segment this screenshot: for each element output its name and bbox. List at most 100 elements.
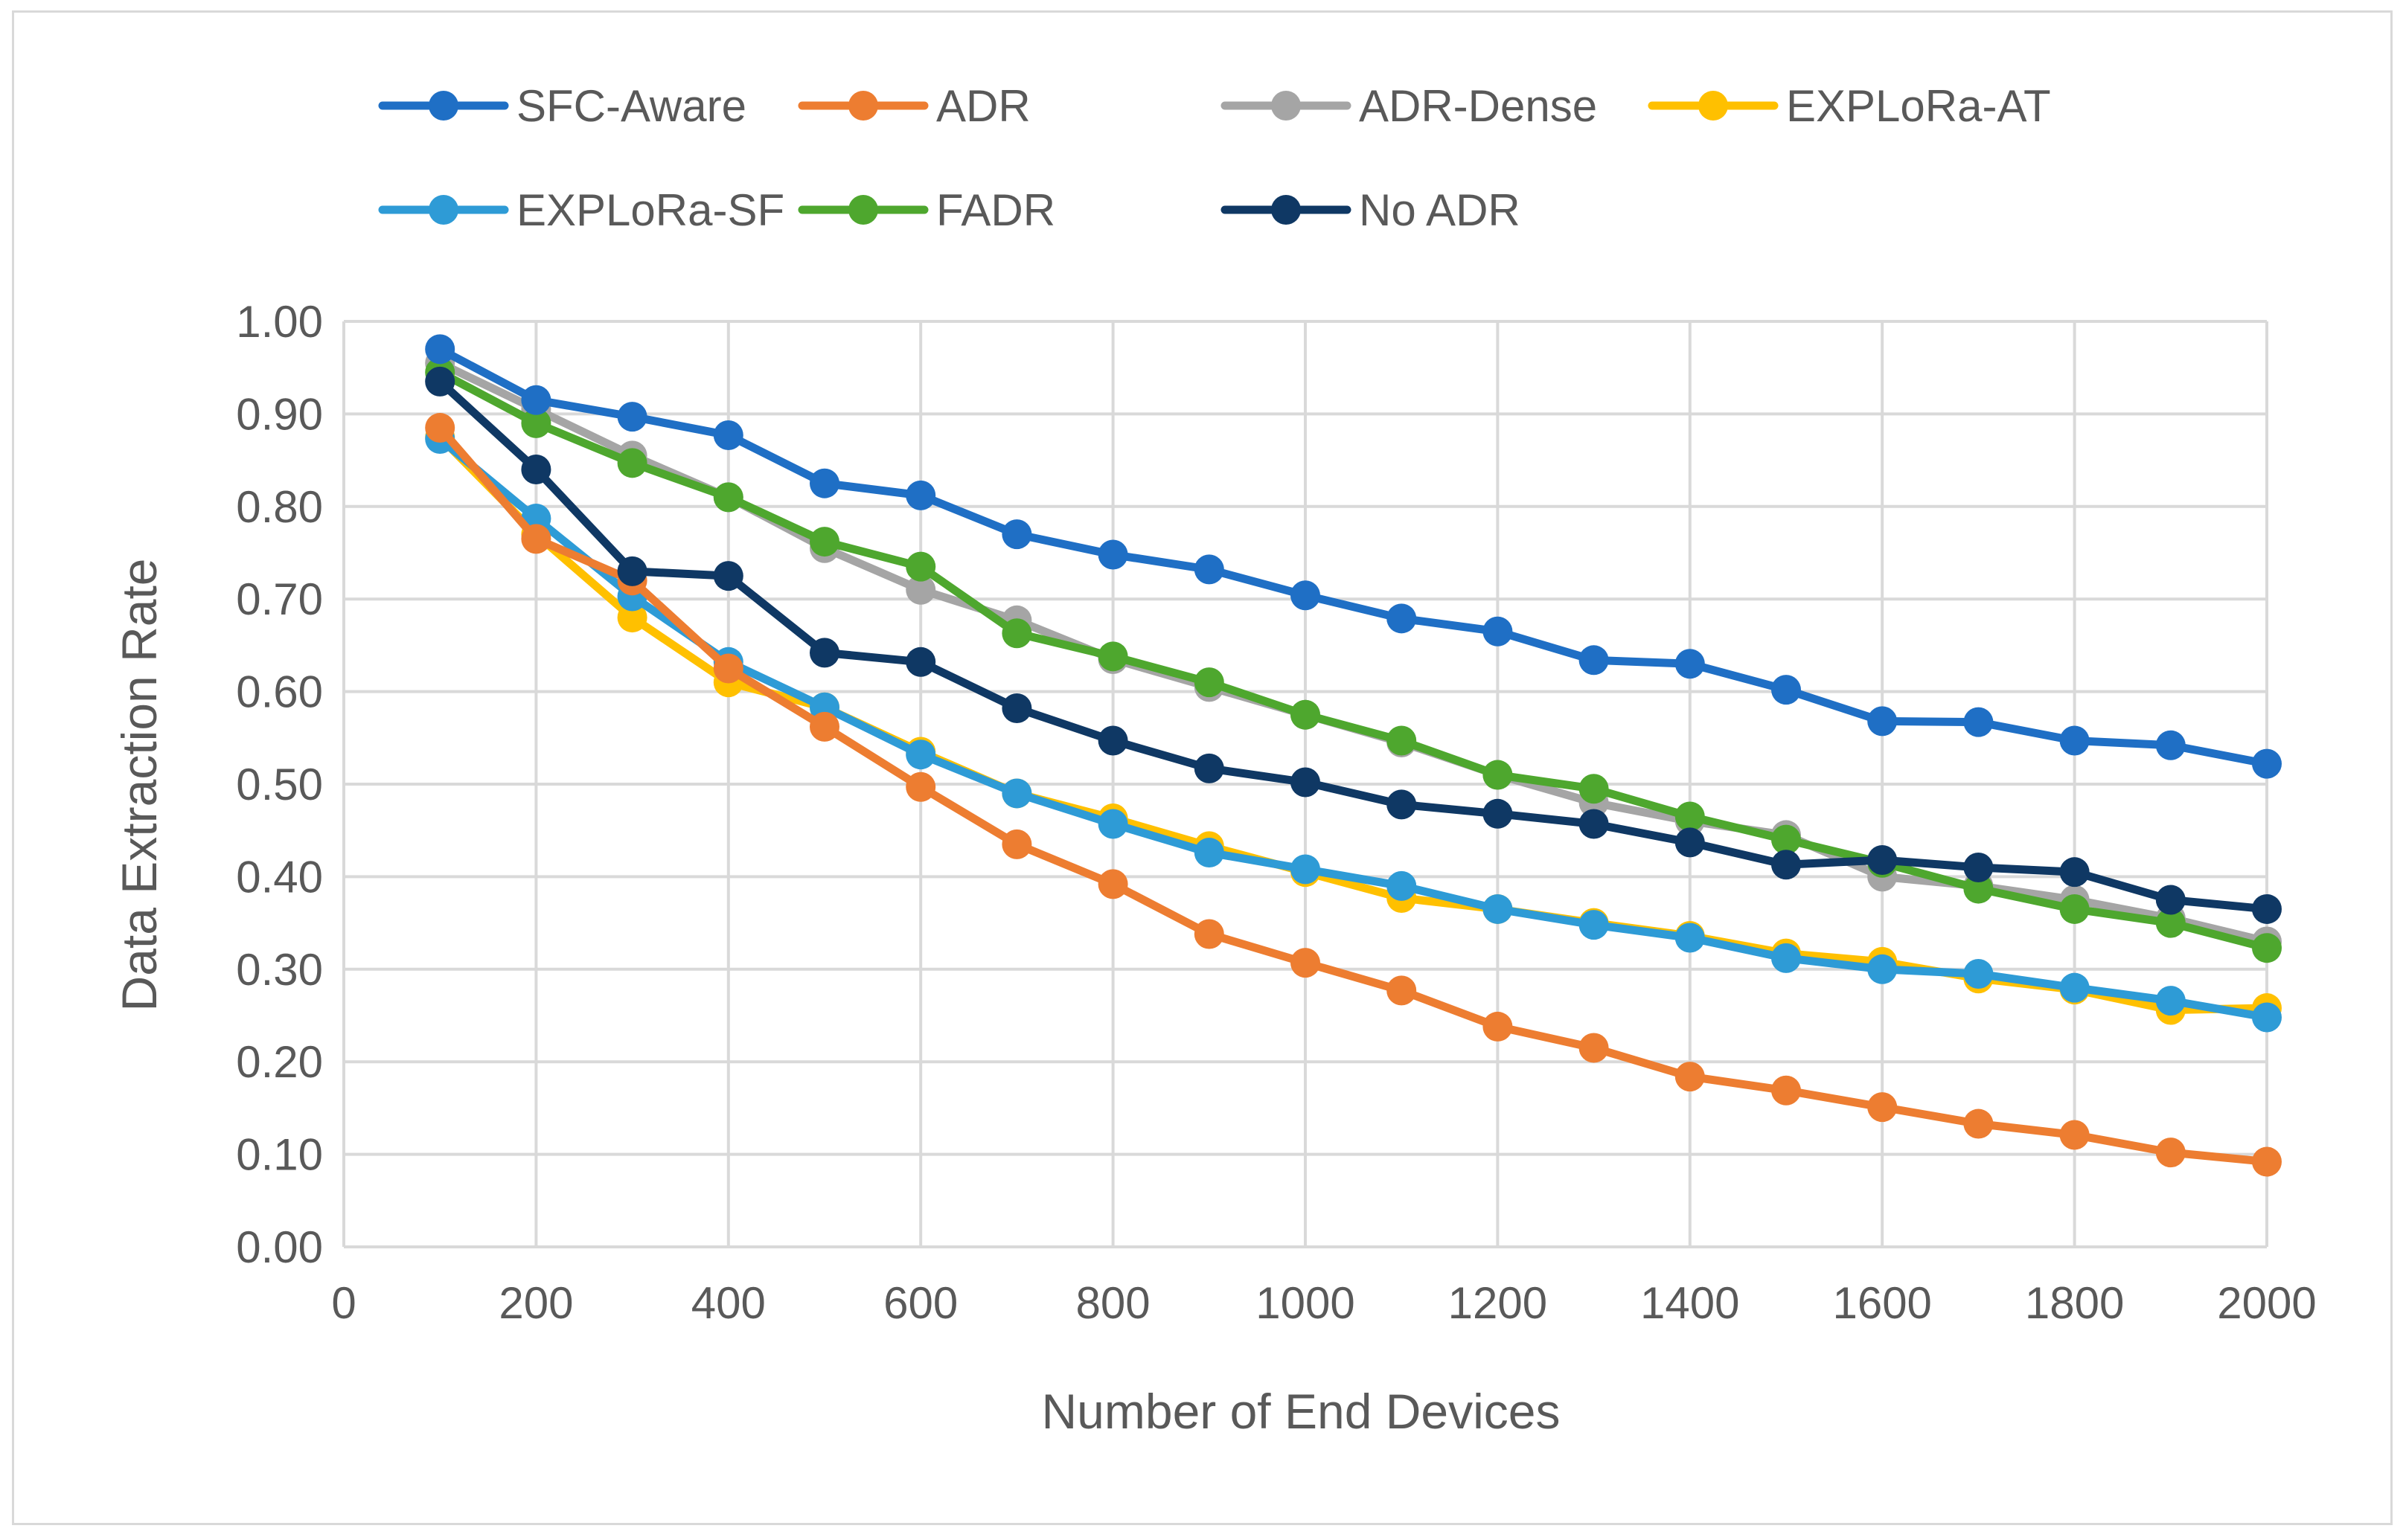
- legend-swatch-marker: [429, 91, 458, 121]
- data-point-no-adr: [617, 556, 647, 586]
- legend-swatch-marker: [848, 195, 878, 225]
- data-point-sfc-aware: [1098, 539, 1128, 570]
- legend-label: EXPLoRa-AT: [1786, 81, 2051, 131]
- data-point-no-adr: [1578, 809, 1609, 839]
- y-tick-label: 0.40: [236, 852, 323, 902]
- data-point-adr: [1674, 1062, 1705, 1092]
- data-point-fadr: [2252, 933, 2282, 963]
- data-point-sfc-aware: [1002, 519, 1032, 550]
- series-line-sfc-aware: [435, 344, 2271, 769]
- data-point-sfc-aware: [1386, 603, 1417, 634]
- data-point-fadr: [617, 448, 647, 478]
- data-point-sfc-aware: [1963, 707, 1994, 737]
- data-point-no-adr: [1098, 725, 1128, 756]
- data-point-fadr: [810, 527, 839, 557]
- legend-label: FADR: [936, 185, 1055, 235]
- data-point-fadr: [521, 408, 551, 438]
- data-point-adr: [713, 653, 743, 684]
- data-point-fadr: [1290, 699, 1320, 730]
- data-point-fadr: [1194, 667, 1224, 698]
- data-point-sfc-aware: [1290, 580, 1320, 611]
- data-point-explora-sf: [1867, 954, 1898, 984]
- y-tick-label: 0.30: [236, 945, 323, 995]
- data-point-adr: [906, 771, 936, 802]
- data-point-fadr: [1386, 725, 1417, 756]
- data-point-fadr: [1771, 824, 1801, 855]
- data-point-sfc-aware: [1578, 645, 1609, 676]
- data-point-no-adr: [425, 366, 455, 397]
- data-point-adr: [2252, 1146, 2282, 1177]
- x-tick-label: 2000: [2217, 1278, 2316, 1328]
- data-point-no-adr: [810, 638, 839, 668]
- data-point-no-adr: [1002, 693, 1032, 723]
- legend-item-fadr: FADR: [798, 185, 1055, 235]
- legend-swatch-marker: [1271, 91, 1301, 121]
- data-point-explora-sf: [2155, 986, 2186, 1016]
- data-point-explora-sf: [2252, 1002, 2282, 1033]
- data-point-no-adr: [1867, 845, 1898, 876]
- data-point-no-adr: [1386, 789, 1417, 820]
- data-point-sfc-aware: [521, 385, 551, 415]
- data-point-no-adr: [1482, 798, 1513, 829]
- data-point-fadr: [1578, 774, 1609, 804]
- x-tick-label: 1000: [1255, 1278, 1354, 1328]
- x-tick-label: 1400: [1640, 1278, 1739, 1328]
- data-point-adr: [1194, 919, 1224, 949]
- legend-swatch-marker: [429, 195, 458, 225]
- data-point-sfc-aware: [425, 334, 455, 365]
- legend-label: No ADR: [1359, 185, 1520, 235]
- y-tick-label: 0.90: [236, 389, 323, 439]
- series-line-adr: [435, 423, 2271, 1167]
- data-point-sfc-aware: [2252, 748, 2282, 779]
- data-point-explora-sf: [1002, 778, 1032, 809]
- data-point-explora-sf: [906, 739, 936, 770]
- series-line-explora-sf: [435, 434, 2271, 1021]
- data-point-adr: [1867, 1092, 1898, 1123]
- data-point-adr-dense: [906, 574, 936, 605]
- data-point-adr: [2155, 1138, 2186, 1168]
- legend-item-sfc-aware: SFC-Aware: [378, 81, 746, 131]
- data-point-explora-sf: [1194, 838, 1224, 868]
- legend-label: EXPLoRa-SF: [516, 185, 784, 235]
- data-point-explora-sf: [2059, 972, 2090, 1003]
- x-tick-label: 800: [1076, 1278, 1151, 1328]
- data-point-no-adr: [521, 455, 551, 485]
- series-line-no-adr: [435, 377, 2271, 914]
- data-point-explora-sf: [1674, 923, 1705, 953]
- x-tick-label: 0: [331, 1278, 356, 1328]
- x-tick-label: 1200: [1448, 1278, 1547, 1328]
- y-tick-label: 0.60: [236, 667, 323, 717]
- data-point-adr: [425, 413, 455, 443]
- legend-swatch-marker: [1698, 91, 1728, 121]
- legend-item-explora-at: EXPLoRa-AT: [1648, 81, 2051, 131]
- data-point-explora-sf: [1963, 959, 1994, 989]
- y-tick-label: 0.20: [236, 1037, 323, 1087]
- series-sfc-aware: [425, 334, 2282, 779]
- data-point-fadr: [906, 551, 936, 582]
- series-line-fadr: [435, 368, 2271, 952]
- x-tick-label: 1800: [2025, 1278, 2124, 1328]
- data-point-sfc-aware: [1771, 675, 1801, 705]
- data-point-adr: [1963, 1109, 1994, 1139]
- data-point-sfc-aware: [713, 420, 743, 451]
- x-axis-ticks: 0 200 400 600 800 1000 1200 1400 1600 1800 2000: [331, 1278, 2316, 1328]
- data-point-no-adr: [2252, 893, 2282, 924]
- series-no-adr: [425, 366, 2282, 924]
- series-adr: [425, 413, 2282, 1177]
- data-point-adr: [1578, 1033, 1609, 1063]
- data-point-no-adr: [1194, 753, 1224, 783]
- data-point-no-adr: [713, 561, 743, 591]
- data-point-explora-sf: [1771, 943, 1801, 973]
- gridlines: [342, 320, 2268, 1248]
- data-point-sfc-aware: [810, 468, 839, 498]
- data-point-fadr: [1674, 801, 1705, 832]
- y-tick-label: 0.80: [236, 482, 323, 532]
- data-point-sfc-aware: [2059, 725, 2090, 756]
- data-point-sfc-aware: [1674, 649, 1705, 679]
- y-tick-label: 0.70: [236, 574, 323, 624]
- data-point-explora-sf: [1578, 910, 1609, 940]
- legend-item-no-adr: No ADR: [1220, 185, 1520, 235]
- data-point-adr: [1386, 975, 1417, 1006]
- data-point-adr: [810, 711, 839, 742]
